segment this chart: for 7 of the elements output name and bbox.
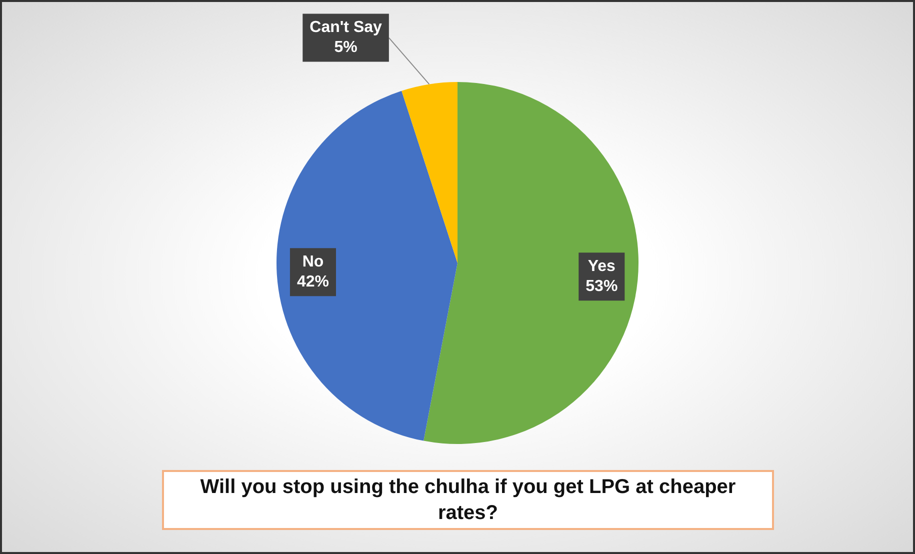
data-label: 42% — [296, 274, 329, 290]
data-label: 53% — [586, 278, 618, 296]
slice-label: Yes — [588, 258, 616, 276]
slice-label: No — [302, 254, 324, 270]
text: Will you stop using the chulha if you get LPG at cheaper rates? — [162, 470, 774, 530]
slice-label: Can't Say — [310, 19, 382, 36]
data-label: 5% — [334, 39, 358, 56]
